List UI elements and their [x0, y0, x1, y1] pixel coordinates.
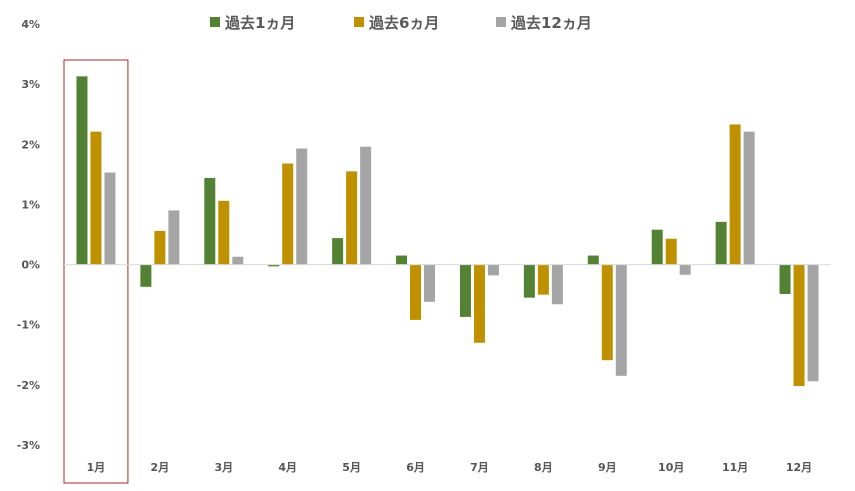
bar-1-1 — [76, 76, 88, 265]
bar-1-6 — [396, 255, 408, 265]
bar-2-5 — [346, 171, 358, 265]
x-tick-label: 9月 — [598, 461, 617, 474]
y-tick-label: 2% — [21, 138, 40, 151]
legend-label-1: 過去1ヵ月 — [224, 14, 295, 32]
bar-2-10 — [665, 238, 677, 265]
bar-2-8 — [537, 264, 549, 295]
bar-3-12 — [807, 264, 819, 382]
bar-3-7 — [487, 264, 499, 276]
highlight-box — [63, 59, 129, 484]
bar-3-6 — [424, 264, 436, 302]
y-tick-label: -2% — [17, 379, 40, 392]
bar-1-5 — [332, 238, 344, 265]
bar-1-8 — [523, 264, 535, 298]
bar-2-3 — [218, 200, 230, 265]
bar-1-10 — [651, 229, 663, 265]
x-tick-label: 2月 — [151, 461, 170, 474]
bar-1-11 — [715, 221, 727, 265]
x-tick-label: 11月 — [722, 461, 748, 474]
bar-1-9 — [587, 255, 599, 265]
bar-1-3 — [204, 177, 216, 265]
x-tick-label: 5月 — [342, 461, 361, 474]
bar-3-9 — [615, 264, 627, 376]
bar-2-7 — [473, 264, 485, 343]
legend-label-2: 過去6ヵ月 — [368, 14, 439, 32]
bar-3-1 — [104, 172, 116, 265]
bar-2-11 — [729, 124, 741, 265]
bar-3-4 — [296, 148, 308, 265]
bar-1-7 — [459, 264, 471, 317]
bar-3-3 — [232, 256, 244, 265]
y-tick-label: 0% — [21, 259, 40, 272]
bar-2-12 — [793, 264, 805, 387]
y-tick-label: -3% — [17, 439, 40, 452]
x-tick-label: 4月 — [278, 461, 297, 474]
x-tick-label: 10月 — [658, 461, 684, 474]
bar-3-5 — [360, 146, 372, 265]
bar-2-6 — [410, 264, 422, 320]
bar-1-12 — [779, 264, 791, 295]
x-tick-label: 1月 — [87, 461, 106, 474]
x-tick-label: 6月 — [406, 461, 425, 474]
legend-swatch-3 — [496, 17, 506, 27]
x-tick-label: 3月 — [214, 461, 233, 474]
legend-swatch-1 — [210, 17, 220, 27]
bar-3-10 — [679, 264, 691, 275]
y-tick-label: -1% — [17, 319, 40, 332]
bar-3-11 — [743, 131, 755, 265]
bar-2-1 — [90, 131, 102, 265]
y-tick-label: 4% — [21, 18, 40, 31]
bar-3-8 — [551, 264, 563, 305]
bar-2-4 — [282, 163, 294, 265]
bar-1-4 — [268, 264, 280, 267]
legend-swatch-2 — [354, 17, 364, 27]
bar-2-9 — [601, 264, 613, 361]
x-tick-label: 12月 — [786, 461, 812, 474]
bar-3-2 — [168, 210, 180, 265]
y-tick-label: 3% — [21, 78, 40, 91]
y-tick-label: 1% — [21, 198, 40, 211]
bar-1-2 — [140, 264, 152, 287]
x-tick-label: 8月 — [534, 461, 553, 474]
bar-2-2 — [154, 230, 166, 265]
x-tick-label: 7月 — [470, 461, 489, 474]
legend-label-3: 過去12ヵ月 — [510, 14, 592, 32]
